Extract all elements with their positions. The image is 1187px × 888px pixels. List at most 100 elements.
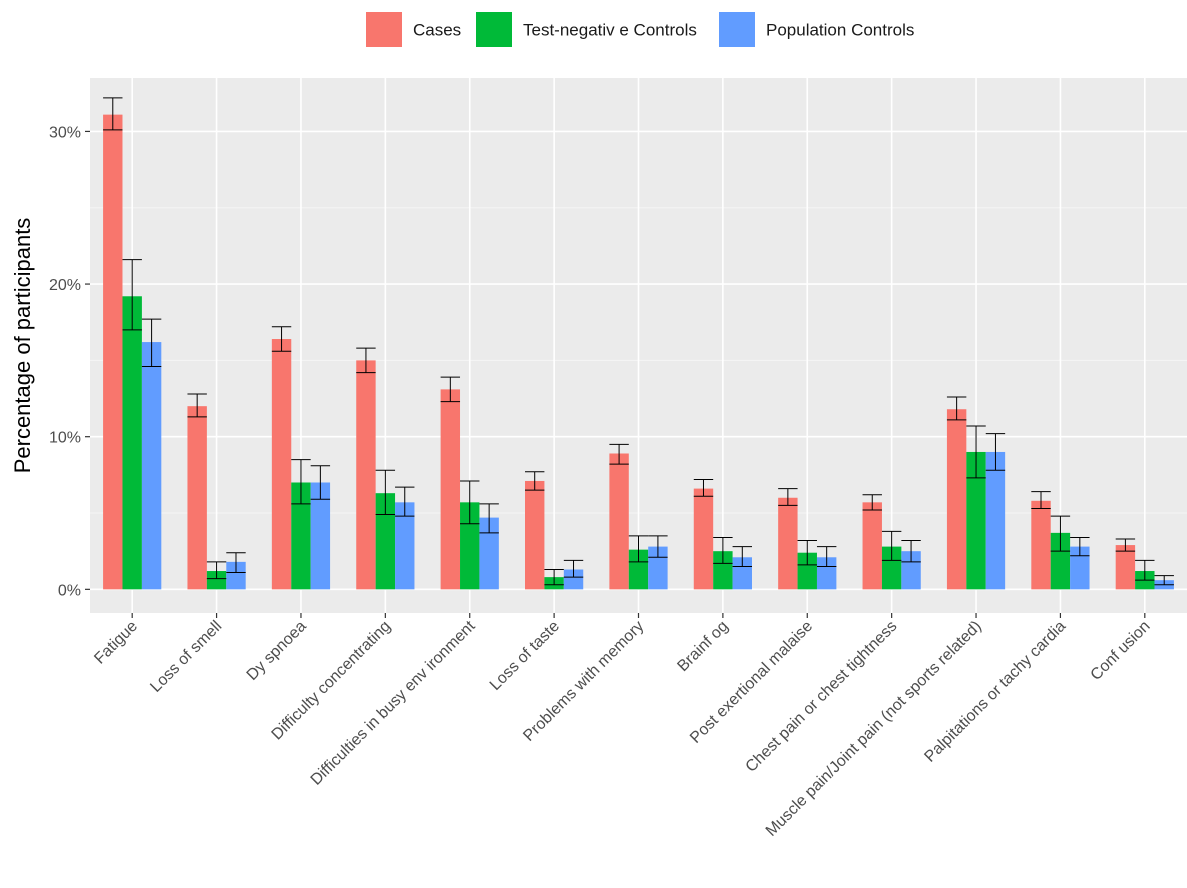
- error-bar: [479, 503, 499, 534]
- bar: [1115, 545, 1136, 590]
- error-bar: [226, 552, 246, 574]
- bar: [966, 451, 986, 590]
- error-bar: [310, 465, 331, 500]
- bar: [356, 360, 376, 590]
- bar: [881, 546, 902, 590]
- bars: [103, 114, 1174, 590]
- bar: [1031, 500, 1051, 590]
- x-axis: Fatigue Loss of smell Dy spnoeaDifficulty …: [91, 613, 1154, 840]
- error-bar: [1154, 575, 1174, 586]
- legend-key: [476, 12, 512, 47]
- bar: [713, 551, 733, 590]
- error-bar: [628, 535, 649, 563]
- error-bar: [985, 433, 1006, 471]
- error-bar: [1115, 538, 1136, 552]
- bar: [525, 480, 545, 590]
- error-bar: [141, 318, 162, 367]
- x-tick-label: Dy spnoea: [244, 618, 310, 684]
- error-bar: [1031, 491, 1051, 509]
- legend: Cases Test-negativ e Controls Population C…: [366, 12, 914, 47]
- error-bar: [563, 559, 584, 578]
- error-bar: [460, 480, 480, 525]
- bar: [141, 342, 162, 590]
- bar: [797, 552, 817, 590]
- y-axis-title: Percentage of participants: [10, 218, 35, 474]
- x-tick-label: Conf usion: [1088, 618, 1154, 684]
- y-tick-label: 0%: [58, 582, 81, 599]
- error-bar: [375, 469, 396, 516]
- error-bar: [881, 530, 902, 561]
- bar: [1050, 532, 1071, 590]
- error-bar: [609, 443, 629, 465]
- bar: [732, 557, 752, 590]
- error-bar: [713, 536, 733, 564]
- x-tick-label: Fatigue: [91, 618, 141, 668]
- bar: [440, 389, 461, 590]
- error-bar: [797, 539, 817, 566]
- legend-item: Test-negativ e Controls: [476, 12, 697, 47]
- error-bar: [1135, 559, 1155, 581]
- x-tick-label: Loss of taste: [487, 618, 563, 694]
- bar: [778, 497, 798, 590]
- error-bar: [816, 546, 837, 567]
- error-bar: [103, 97, 123, 131]
- bar: [479, 517, 499, 590]
- x-tick-label: Difficulties in busy env ironment: [308, 617, 479, 788]
- error-bar: [732, 546, 752, 567]
- legend-item: Population Controls: [719, 12, 914, 47]
- error-bar: [648, 535, 668, 558]
- error-bar: [966, 425, 986, 479]
- error-bar: [901, 539, 921, 563]
- legend-key: [366, 12, 402, 47]
- bar: [375, 493, 396, 590]
- error-bar: [122, 259, 142, 331]
- x-tick-label: Palpitations or tachy cardia: [921, 618, 1069, 766]
- error-bar: [544, 568, 564, 586]
- error-bar: [395, 486, 415, 517]
- legend-key: [719, 12, 755, 47]
- y-tick-label: 10%: [49, 430, 81, 447]
- bar: [862, 502, 882, 590]
- error-bar: [525, 471, 545, 491]
- bar: [816, 557, 837, 590]
- bar: [122, 296, 142, 590]
- error-bar: [187, 393, 207, 418]
- error-bar: [862, 494, 882, 511]
- bar: [291, 482, 311, 590]
- bar: [985, 451, 1006, 590]
- bar: [628, 549, 649, 590]
- error-bar: [1050, 515, 1071, 552]
- y-tick-label: 20%: [49, 277, 81, 294]
- legend-label: Test-negativ e Controls: [523, 21, 697, 40]
- y-axis: 0% 10% 20% 30%: [49, 124, 90, 599]
- legend-item: Cases: [366, 12, 461, 47]
- legend-label: Population Controls: [766, 21, 914, 40]
- bar: [206, 571, 227, 590]
- bar: [187, 406, 207, 590]
- legend-label: Cases: [413, 21, 461, 40]
- error-bar: [206, 561, 227, 580]
- x-tick-label: Chest pain or chest tightness: [743, 618, 901, 776]
- bar: [563, 569, 584, 590]
- bar: [271, 339, 292, 590]
- bar: [226, 561, 246, 590]
- error-bars: [103, 97, 1174, 586]
- bar: [946, 409, 967, 590]
- bar: [395, 502, 415, 590]
- bar: [103, 114, 123, 590]
- error-bar: [1070, 536, 1090, 557]
- bar: [310, 482, 331, 590]
- bar: [901, 551, 921, 590]
- error-bar: [946, 396, 967, 421]
- error-bar: [693, 478, 714, 497]
- bar: [693, 488, 714, 590]
- error-bar: [440, 376, 461, 403]
- bar: [1070, 546, 1090, 590]
- y-tick-label: 30%: [49, 124, 81, 141]
- error-bar: [356, 347, 376, 374]
- x-tick-label: Brainf og: [674, 618, 731, 675]
- x-tick-label: Loss of smell: [147, 618, 225, 696]
- bar: [609, 453, 629, 590]
- error-bar: [271, 326, 292, 352]
